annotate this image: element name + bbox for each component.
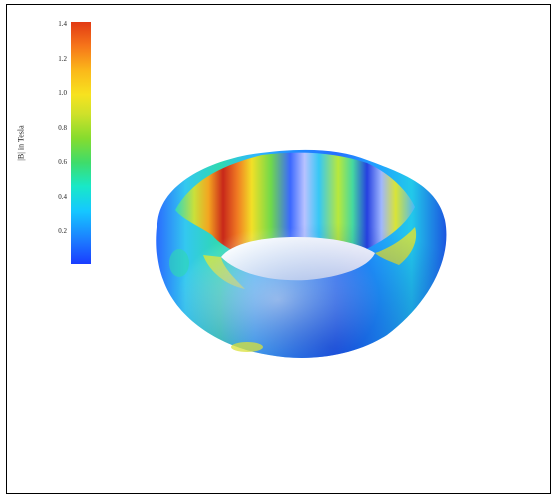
colorbar-tick-label: 1.4 (58, 20, 67, 28)
figure-frame: 1.4 1.2 1.0 0.8 0.6 0.4 0.2 |B| in Tesla (6, 4, 551, 494)
torus-left-patch (169, 249, 189, 277)
colorbar-tick-label: 0.4 (58, 192, 67, 201)
torus-shade (156, 149, 447, 358)
colorbar-tick-label: 1.2 (58, 54, 67, 63)
colorbar-tick-label: 0.6 (58, 158, 67, 167)
torus-bottom-patch (231, 342, 263, 352)
colorbar-tick-label: 0.8 (58, 123, 67, 132)
colorbar-tick-label: 1.0 (58, 89, 67, 98)
colorbar-tick-label: 0.2 (58, 227, 67, 236)
torus-surface (156, 149, 447, 358)
colorbar-gradient (71, 22, 91, 264)
